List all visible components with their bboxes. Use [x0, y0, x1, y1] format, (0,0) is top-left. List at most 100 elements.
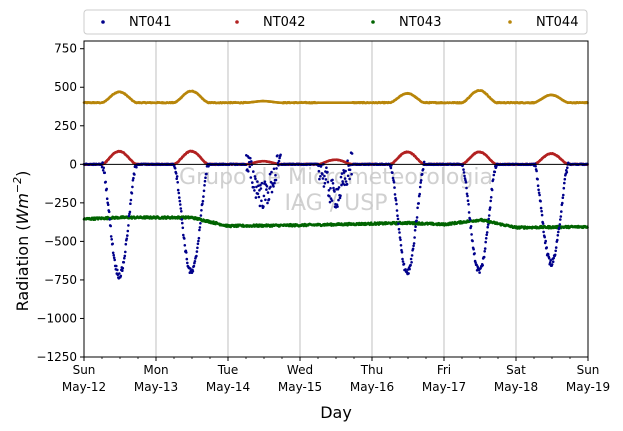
- data-point: [106, 203, 110, 206]
- data-point: [416, 206, 419, 210]
- data-point: [253, 189, 256, 192]
- data-point: [266, 191, 270, 194]
- x-tick-weekday: Fri: [437, 363, 451, 377]
- data-point: [191, 269, 195, 273]
- data-point: [204, 176, 207, 179]
- data-point: [465, 186, 468, 190]
- data-point: [257, 195, 261, 199]
- data-point: [488, 206, 492, 209]
- data-point: [337, 186, 341, 189]
- x-tick-weekday: Sun: [73, 363, 96, 377]
- data-point: [197, 239, 200, 243]
- data-point: [123, 256, 126, 260]
- data-point: [179, 203, 182, 206]
- data-point: [469, 225, 473, 228]
- data-point: [273, 181, 276, 185]
- data-point: [560, 210, 563, 213]
- data-point: [116, 268, 119, 272]
- data-point: [348, 177, 351, 181]
- data-point: [554, 246, 558, 249]
- data-point: [249, 156, 252, 160]
- data-point: [333, 190, 336, 193]
- data-point: [417, 202, 421, 205]
- data-point: [247, 170, 250, 173]
- data-point: [346, 159, 349, 162]
- data-point: [102, 166, 105, 170]
- data-point: [274, 178, 278, 182]
- data-point: [556, 234, 560, 237]
- data-point: [462, 168, 465, 171]
- data-point: [192, 264, 196, 268]
- data-point: [256, 180, 259, 183]
- data-point: [561, 196, 565, 199]
- data-point: [269, 185, 272, 189]
- data-point: [563, 177, 567, 181]
- data-point: [103, 171, 106, 174]
- x-axis: Sun May-12 Mon May-13 Tue May-14 Wed May-15 Thu M…: [62, 357, 610, 394]
- data-point: [200, 209, 203, 212]
- data-point: [409, 257, 413, 261]
- data-point: [252, 186, 256, 189]
- y-axis-label: Radiation (Wm−2): [11, 171, 32, 312]
- data-point: [124, 242, 128, 246]
- data-point: [345, 182, 349, 186]
- data-point: [326, 180, 330, 184]
- data-point: [178, 199, 182, 203]
- data-point: [128, 210, 132, 214]
- data-point: [105, 197, 109, 200]
- data-point: [202, 189, 206, 193]
- data-point: [348, 168, 352, 172]
- data-point: [336, 205, 339, 208]
- data-point: [534, 164, 537, 168]
- data-point: [267, 198, 271, 201]
- data-point: [536, 184, 540, 187]
- data-point: [176, 181, 179, 184]
- data-point: [395, 209, 399, 212]
- data-point: [485, 231, 489, 234]
- data-point: [486, 223, 490, 226]
- data-point: [331, 178, 334, 182]
- x-tick-weekday: Sun: [577, 363, 600, 377]
- data-point: [402, 262, 406, 266]
- data-point: [544, 239, 547, 243]
- data-point: [393, 186, 396, 189]
- data-point: [101, 169, 105, 172]
- y-tick-label: 0: [69, 157, 77, 171]
- data-point: [182, 233, 185, 237]
- data-point: [539, 199, 542, 203]
- data-point: [401, 257, 404, 261]
- data-point: [201, 199, 205, 203]
- data-point: [419, 179, 423, 182]
- data-point: [397, 222, 400, 225]
- data-point: [201, 202, 204, 206]
- data-point: [265, 188, 268, 191]
- x-tick-date: May-16: [350, 380, 394, 394]
- data-point: [565, 170, 569, 174]
- data-point: [539, 206, 543, 210]
- data-point: [343, 177, 347, 180]
- data-point: [121, 269, 124, 273]
- data-point: [196, 242, 200, 246]
- data-point: [556, 238, 559, 242]
- data-point: [109, 224, 112, 228]
- y-tick-label: 250: [54, 119, 77, 133]
- data-point: [535, 169, 538, 173]
- data-point: [562, 186, 566, 190]
- data-point: [107, 210, 111, 214]
- data-point: [263, 180, 267, 183]
- data-point: [551, 260, 555, 264]
- data-point: [104, 180, 107, 184]
- data-point: [471, 239, 474, 243]
- data-point: [205, 172, 208, 176]
- data-point: [323, 181, 327, 185]
- data-point: [350, 172, 353, 176]
- data-point: [108, 218, 111, 221]
- data-point: [465, 192, 469, 196]
- y-axis-label-main: Radiation (: [13, 224, 32, 311]
- data-point: [253, 175, 257, 178]
- data-point: [112, 253, 115, 257]
- data-point: [483, 247, 487, 250]
- data-point: [547, 256, 551, 260]
- data-point: [413, 236, 416, 239]
- data-point: [250, 160, 253, 163]
